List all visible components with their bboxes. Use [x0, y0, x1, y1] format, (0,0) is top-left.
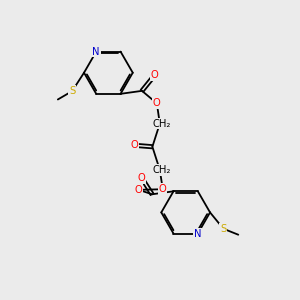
Text: CH₂: CH₂	[152, 118, 170, 129]
Text: S: S	[220, 224, 226, 234]
Text: S: S	[69, 86, 75, 96]
Text: O: O	[159, 184, 167, 194]
Text: O: O	[138, 173, 146, 183]
Text: N: N	[194, 229, 202, 238]
Text: CH₂: CH₂	[152, 165, 170, 175]
Text: O: O	[135, 185, 142, 195]
Text: N: N	[92, 46, 100, 57]
Text: O: O	[151, 70, 158, 80]
Text: O: O	[153, 98, 161, 108]
Text: O: O	[130, 140, 138, 150]
